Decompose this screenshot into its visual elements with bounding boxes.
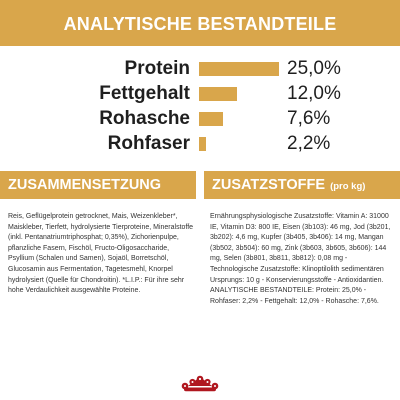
additives-header: ZUSATZSTOFFE (pro kg) [204,171,400,199]
nutrient-bar-track [199,137,279,151]
composition-title: ZUSAMMENSETZUNG [8,177,162,193]
nutrient-label: Fettgehalt [99,83,190,104]
nutrient-bar [199,137,207,151]
nutrient-label: Protein [124,58,190,79]
nutrient-value: 2,2% [287,133,331,154]
nutrient-bar-track [199,62,279,76]
nutrient-row-rohasche: Rohasche 7,6% [0,107,400,131]
nutrient-value: 7,6% [287,108,331,129]
nutrient-bar [199,87,238,101]
additives-text: Ernährungsphysiologische Zusatzstoffe: V… [210,213,391,305]
nutrient-bar [199,62,279,76]
additives-title: ZUSATZSTOFFE [212,177,326,193]
page-title: ANALYTISCHE BESTANDTEILE [63,14,337,34]
nutrient-row-rohfaser: Rohfaser 2,2% [0,132,400,156]
nutrient-row-fettgehalt: Fettgehalt 12,0% [0,82,400,106]
nutrient-bar-track [199,87,279,101]
top-banner: ANALYTISCHE BESTANDTEILE [0,0,400,46]
nutrient-label: Rohasche [99,108,190,129]
nutrient-bar [199,112,224,126]
nutrient-value: 25,0% [287,58,341,79]
composition-text: Reis, Geflügelprotein getrocknet, Mais, … [8,213,194,295]
nutrient-value: 12,0% [287,83,341,104]
additives-title-suffix: (pro kg) [330,181,366,192]
nutrient-label: Rohfaser [107,133,190,154]
nutrient-row-protein: Protein 25,0% [0,57,400,81]
brand-logo [0,368,400,394]
composition-header: ZUSAMMENSETZUNG [0,171,196,199]
crown-logo-icon [181,375,219,392]
nutrient-bar-track [199,112,279,126]
